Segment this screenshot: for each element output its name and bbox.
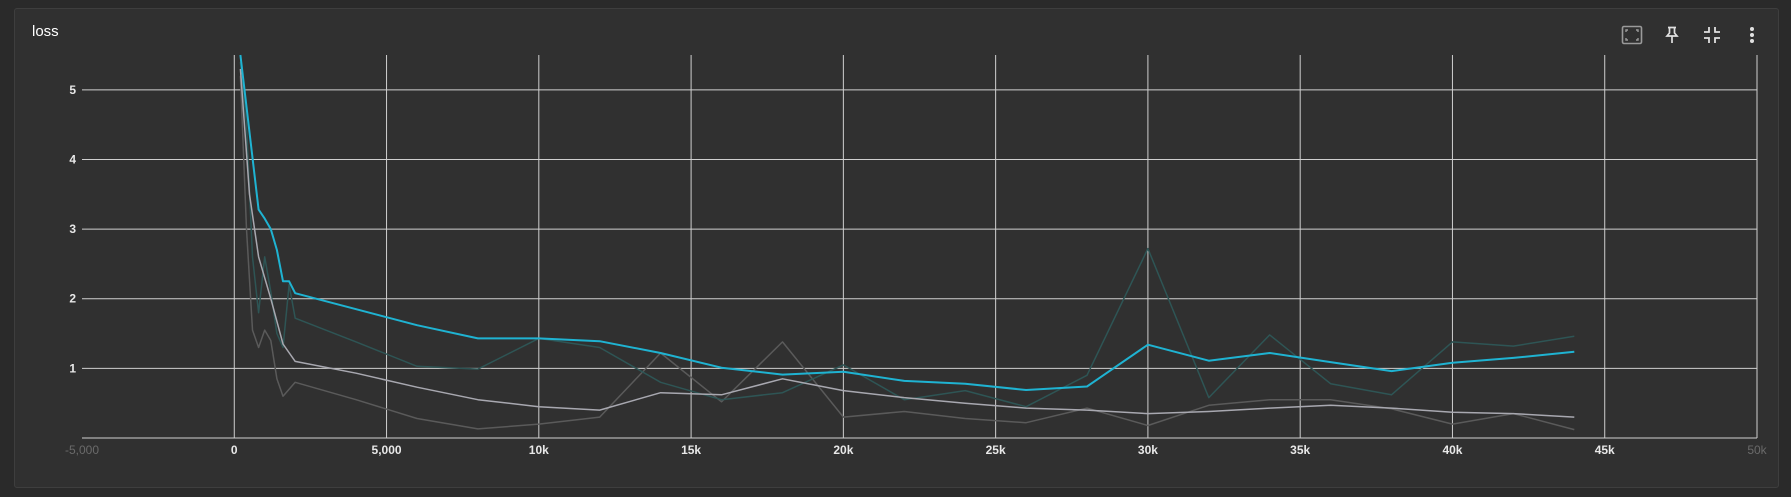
x-tick-label: 25k (986, 443, 1006, 457)
x-tick-label: -5,000 (65, 443, 99, 457)
x-tick-label: 15k (681, 443, 701, 457)
more-vert-icon (1750, 27, 1754, 43)
collapse-icon (1704, 27, 1720, 43)
collapse-button[interactable] (1696, 21, 1728, 49)
x-tick-label: 30k (1138, 443, 1158, 457)
chart-title: loss (32, 23, 59, 40)
y-tick-label: 1 (69, 361, 76, 375)
pin-button[interactable] (1656, 21, 1688, 49)
loss-chart-card: loss (14, 8, 1779, 488)
x-tick-label: 20k (833, 443, 853, 457)
grid (82, 55, 1758, 438)
fit-domain-button[interactable] (1616, 21, 1648, 49)
x-tick-label: 5,000 (372, 443, 402, 457)
fit-domain-icon (1621, 25, 1643, 45)
x-tick-label: 35k (1290, 443, 1310, 457)
chart-toolbar (1616, 21, 1768, 49)
x-tick-label: 40k (1442, 443, 1462, 457)
x-tick-label: 0 (231, 443, 238, 457)
series-line-1 (239, 75, 1575, 431)
series-line-4 (239, 54, 1575, 391)
pin-icon (1665, 26, 1679, 43)
y-tick-label: 2 (69, 292, 76, 306)
series-lines (239, 54, 1575, 431)
x-tick-label: 10k (529, 443, 549, 457)
series-line-3 (239, 68, 1575, 418)
y-tick-label: 4 (69, 152, 76, 166)
y-tick-label: 3 (69, 222, 76, 236)
y-tick-label: 5 (69, 83, 76, 97)
x-tick-label: 50k (1747, 443, 1767, 457)
more-options-button[interactable] (1736, 21, 1768, 49)
axes: -5,000 0 5,000 10k 15k 20k 25k 30k 35k 40k 45k 50k 1… (65, 83, 1768, 457)
x-tick-label: 45k (1595, 443, 1615, 457)
series-line-2 (239, 61, 1575, 408)
